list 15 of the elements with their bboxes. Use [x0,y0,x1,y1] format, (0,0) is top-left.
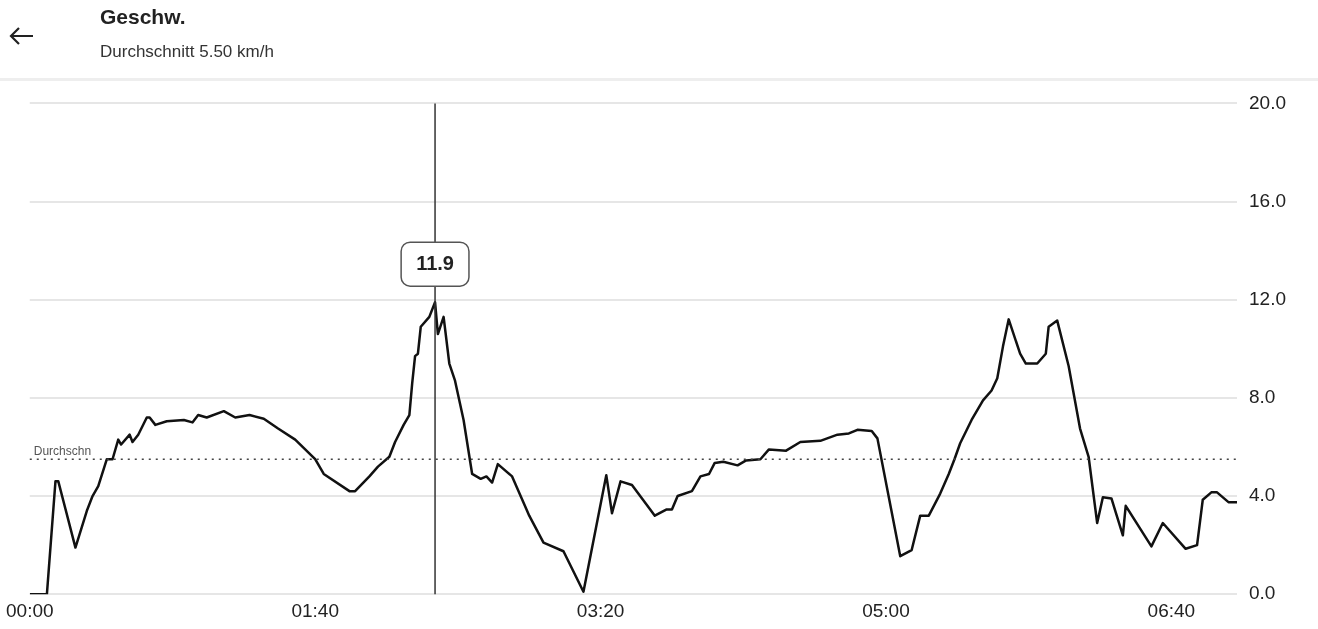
ref-line-label: Durchschn [33,443,92,458]
x-tick-label: 00:00 [6,599,54,621]
y-tick-label: 0.0 [1249,582,1276,604]
x-tick-label: 03:20 [576,599,625,621]
x-tick-label: 06:40 [1147,599,1196,621]
chart-title: Geschw. [100,5,186,29]
annotation: 11.9 [416,251,454,274]
x-tick-label: 05:00 [862,599,910,621]
y-tick-label: 4.0 [1249,484,1276,506]
x-tick-label: 01:40 [291,599,339,621]
y-tick-label: 16.0 [1249,189,1286,211]
y-tick-label: 12.0 [1249,287,1286,309]
y-tick-label: 8.0 [1249,386,1276,408]
y-tick-label: 20.0 [1249,91,1286,113]
chart-subtitle: Durchschnitt 5.50 km/h [100,42,274,62]
